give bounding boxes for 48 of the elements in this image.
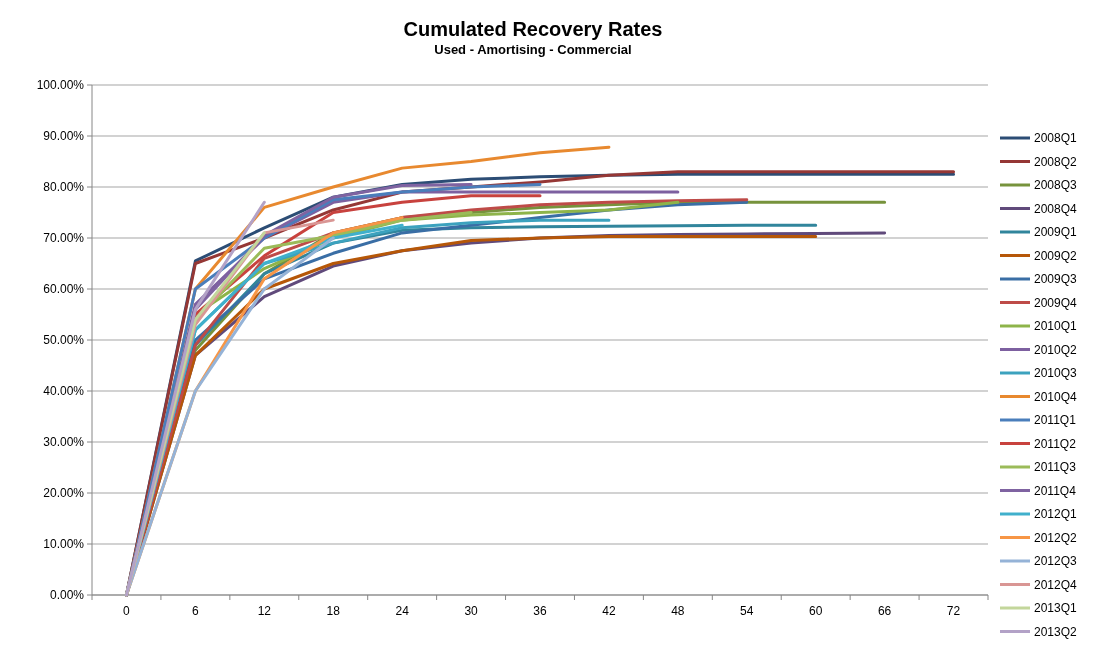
x-tick-label: 24: [395, 604, 410, 618]
x-tick-label: 6: [192, 604, 200, 618]
legend-label: 2012Q4: [1034, 577, 1078, 592]
y-tick-label: 90.00%: [43, 129, 85, 144]
legend-label: 2008Q1: [1034, 131, 1078, 146]
legend-label: 2011Q4: [1034, 483, 1077, 498]
x-tick-label: 54: [740, 604, 754, 618]
chart-title: Cumulated Recovery Rates: [403, 18, 663, 40]
y-tick-label: 70.00%: [43, 231, 85, 246]
legend-label: 2012Q2: [1034, 530, 1078, 545]
y-tick-label: 10.00%: [43, 537, 85, 552]
chart-subtitle: Used - Amortising - Commercial: [434, 42, 632, 57]
x-tick-label: 42: [602, 604, 616, 618]
x-tick-label: 60: [809, 604, 823, 618]
legend-label: 2009Q1: [1034, 225, 1078, 240]
y-tick-label: 50.00%: [43, 333, 85, 348]
x-tick-label: 48: [671, 604, 685, 618]
y-tick-label: 30.00%: [43, 435, 85, 450]
x-tick-label: 66: [877, 604, 892, 618]
legend-label: 2010Q3: [1034, 366, 1078, 381]
x-tick-label: 72: [946, 604, 961, 618]
x-tick-label: 30: [464, 604, 479, 618]
y-tick-label: 60.00%: [43, 282, 85, 297]
legend-label: 2010Q1: [1034, 319, 1078, 334]
x-tick-label: 36: [533, 604, 547, 618]
legend-label: 2010Q4: [1034, 389, 1078, 404]
x-tick-label: 12: [257, 604, 272, 618]
legend-label: 2009Q4: [1034, 295, 1078, 310]
legend-label: 2011Q1: [1034, 413, 1077, 428]
legend-label: 2008Q3: [1034, 178, 1078, 193]
y-tick-label: 40.00%: [43, 384, 85, 399]
legend-label: 2010Q2: [1034, 342, 1078, 357]
legend-label: 2012Q1: [1034, 507, 1078, 522]
legend-label: 2012Q3: [1034, 554, 1078, 569]
y-tick-label: 0.00%: [49, 588, 85, 603]
legend-label: 2008Q2: [1034, 154, 1078, 169]
legend-label: 2008Q4: [1034, 201, 1078, 216]
legend-label: 2013Q2: [1034, 624, 1078, 639]
x-tick-label: 0: [123, 604, 131, 618]
y-tick-label: 100.00%: [36, 78, 85, 93]
y-tick-label: 80.00%: [43, 180, 85, 195]
x-tick-label: 18: [326, 604, 341, 618]
legend-label: 2011Q3: [1034, 460, 1077, 475]
legend-label: 2011Q2: [1034, 436, 1077, 451]
y-tick-label: 20.00%: [43, 486, 85, 501]
legend-label: 2009Q2: [1034, 248, 1078, 263]
legend-label: 2013Q1: [1034, 601, 1078, 616]
legend-label: 2009Q3: [1034, 272, 1078, 287]
